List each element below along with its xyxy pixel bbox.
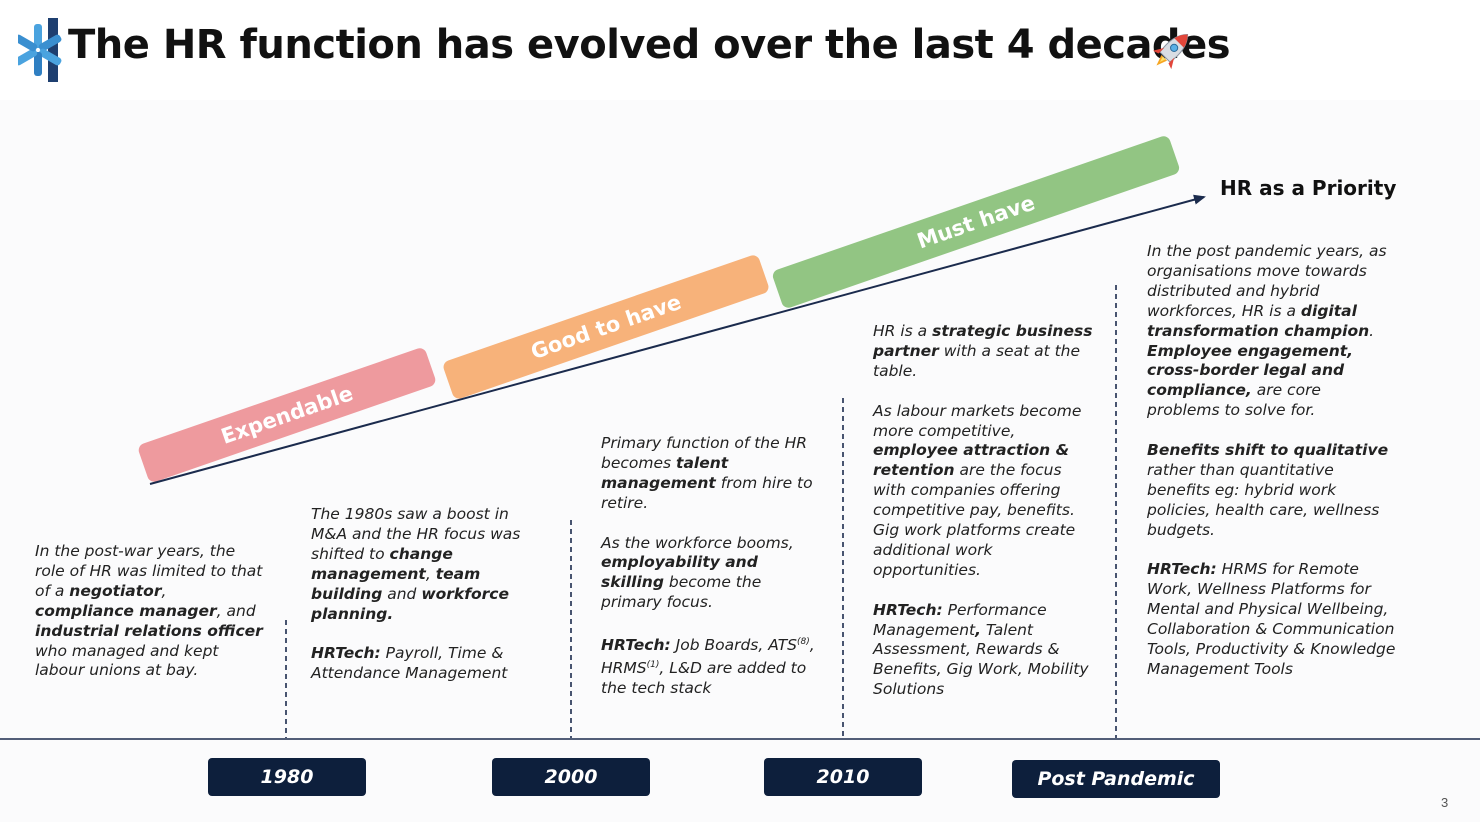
- text-run: ,: [425, 564, 436, 583]
- paragraph: In the post pandemic years, as organisat…: [1147, 242, 1397, 421]
- era-description-2010: HR is a strategic business partner with …: [873, 322, 1095, 700]
- page-title: The HR function has evolved over the las…: [68, 22, 1231, 68]
- era-label-2000: 2000: [492, 758, 650, 796]
- evolution-diagram: Expendable Good to have Must have: [0, 136, 1480, 740]
- text-run: In the post pandemic years, as organisat…: [1147, 242, 1387, 320]
- stage-stripe: [772, 136, 1180, 308]
- text-run: and: [382, 584, 422, 603]
- text-run: Payroll, Time & Attendance Management: [311, 644, 508, 683]
- paragraph: The 1980s saw a boost in M&A and the HR …: [311, 505, 539, 624]
- bold-text: Employee engagement, cross-border legal …: [1147, 341, 1354, 400]
- bold-text: talent management: [601, 453, 729, 492]
- bold-text: Benefits shift to qualitative: [1147, 441, 1389, 460]
- paragraph: HRTech: Performance Management, Talent A…: [873, 601, 1095, 701]
- text-run: , HRMS: [601, 636, 815, 678]
- era-description-1980: The 1980s saw a boost in M&A and the HR …: [311, 505, 539, 684]
- page-number: 3: [1441, 795, 1449, 810]
- era-label-post-pandemic: Post Pandemic: [1012, 760, 1220, 798]
- paragraph: Primary function of the HR becomes talen…: [601, 434, 819, 514]
- paragraph: HRTech: HRMS for Remote Work, Wellness P…: [1147, 560, 1397, 679]
- bold-text: employability and skilling: [601, 553, 758, 592]
- stage-must-have: Must have: [772, 136, 1180, 308]
- paragraph: As the workforce booms, employability an…: [601, 534, 819, 614]
- text-run: HRMS for Remote Work, Wellness Platforms…: [1147, 560, 1396, 678]
- stage-expendable: Expendable: [138, 348, 436, 482]
- text-run: rather than quantitative benefits eg: hy…: [1147, 460, 1380, 539]
- text-run: , and: [216, 601, 256, 620]
- paragraph: HR is a strategic business partner with …: [873, 322, 1095, 382]
- era-description-post-pandemic: In the post pandemic years, as organisat…: [1147, 242, 1397, 680]
- paragraph: HRTech: Payroll, Time & Attendance Manag…: [311, 644, 539, 684]
- bold-text: team building: [311, 564, 481, 603]
- bold-text: industrial relations officer: [35, 621, 263, 640]
- era-label-2010: 2010: [764, 758, 922, 796]
- text-run: with a seat at the table.: [873, 341, 1081, 380]
- priority-arrow: [149, 194, 1206, 485]
- text-run: ,: [161, 581, 167, 600]
- asterisk-logo: [18, 18, 62, 82]
- bold-text: change management: [311, 544, 453, 583]
- text-run: are the focus with companies offering co…: [873, 461, 1076, 579]
- text-run: Job Boards, ATS: [670, 636, 798, 655]
- text-run: As labour markets become more competitiv…: [873, 401, 1082, 440]
- text-run: Performance Management: [873, 600, 1047, 639]
- paragraph: As labour markets become more competitiv…: [873, 402, 1095, 581]
- bold-text: negotiator: [69, 581, 162, 600]
- footnote-ref: (8): [797, 637, 810, 648]
- text-run: who managed and kept labour unions at ba…: [35, 641, 219, 680]
- era-label-1980: 1980: [208, 758, 366, 796]
- text-run: become the primary focus.: [601, 573, 762, 612]
- bold-text: ,: [975, 620, 981, 639]
- text-run: As the workforce booms,: [601, 533, 794, 552]
- bold-text: HRTech:: [311, 644, 381, 663]
- text-run: In the post-war years, the role of HR wa…: [35, 542, 263, 600]
- arrow-label: HR as a Priority: [1220, 176, 1397, 200]
- paragraph: In the post-war years, the role of HR wa…: [35, 542, 265, 681]
- text-run: are core problems to solve for.: [1147, 381, 1321, 420]
- text-run: from hire to retire.: [601, 473, 813, 512]
- bold-text: workforce planning.: [311, 584, 509, 623]
- text-run: HR is a: [873, 322, 933, 340]
- era-description-postwar: In the post-war years, the role of HR wa…: [35, 542, 265, 681]
- stage-stripe: [138, 348, 436, 482]
- era-description-2000: Primary function of the HR becomes talen…: [601, 434, 819, 699]
- footnote-ref: (1): [646, 660, 660, 671]
- bold-text: employee attraction & retention: [873, 441, 1070, 480]
- stage-good-to-have: Good to have: [443, 255, 769, 399]
- paragraph: HRTech: Job Boards, ATS(8), HRMS(1), L&D…: [601, 633, 819, 699]
- paragraph: Benefits shift to qualitative rather tha…: [1147, 441, 1397, 541]
- text-run: , L&D are added to the tech stack: [601, 659, 807, 698]
- text-run: Talent Assessment, Rewards & Benefits, G…: [873, 620, 1089, 699]
- bold-text: compliance manager: [35, 601, 217, 620]
- stage-stripe: [443, 255, 769, 399]
- bold-text: strategic business partner: [873, 322, 1093, 360]
- bold-text: digital transformation champion: [1147, 301, 1370, 340]
- bold-text: HRTech:: [1147, 560, 1217, 579]
- text-run: .: [1369, 321, 1375, 340]
- bold-text: HRTech:: [873, 600, 943, 619]
- rocket-icon: [1152, 33, 1189, 70]
- title-band: The HR function has evolved over the las…: [0, 0, 1480, 100]
- bold-text: HRTech:: [601, 636, 671, 655]
- text-run: The 1980s saw a boost in M&A and the HR …: [311, 505, 521, 563]
- timeline-canvas: Expendable Good to have Must have: [0, 100, 1480, 822]
- text-run: Primary function of the HR becomes: [601, 434, 807, 472]
